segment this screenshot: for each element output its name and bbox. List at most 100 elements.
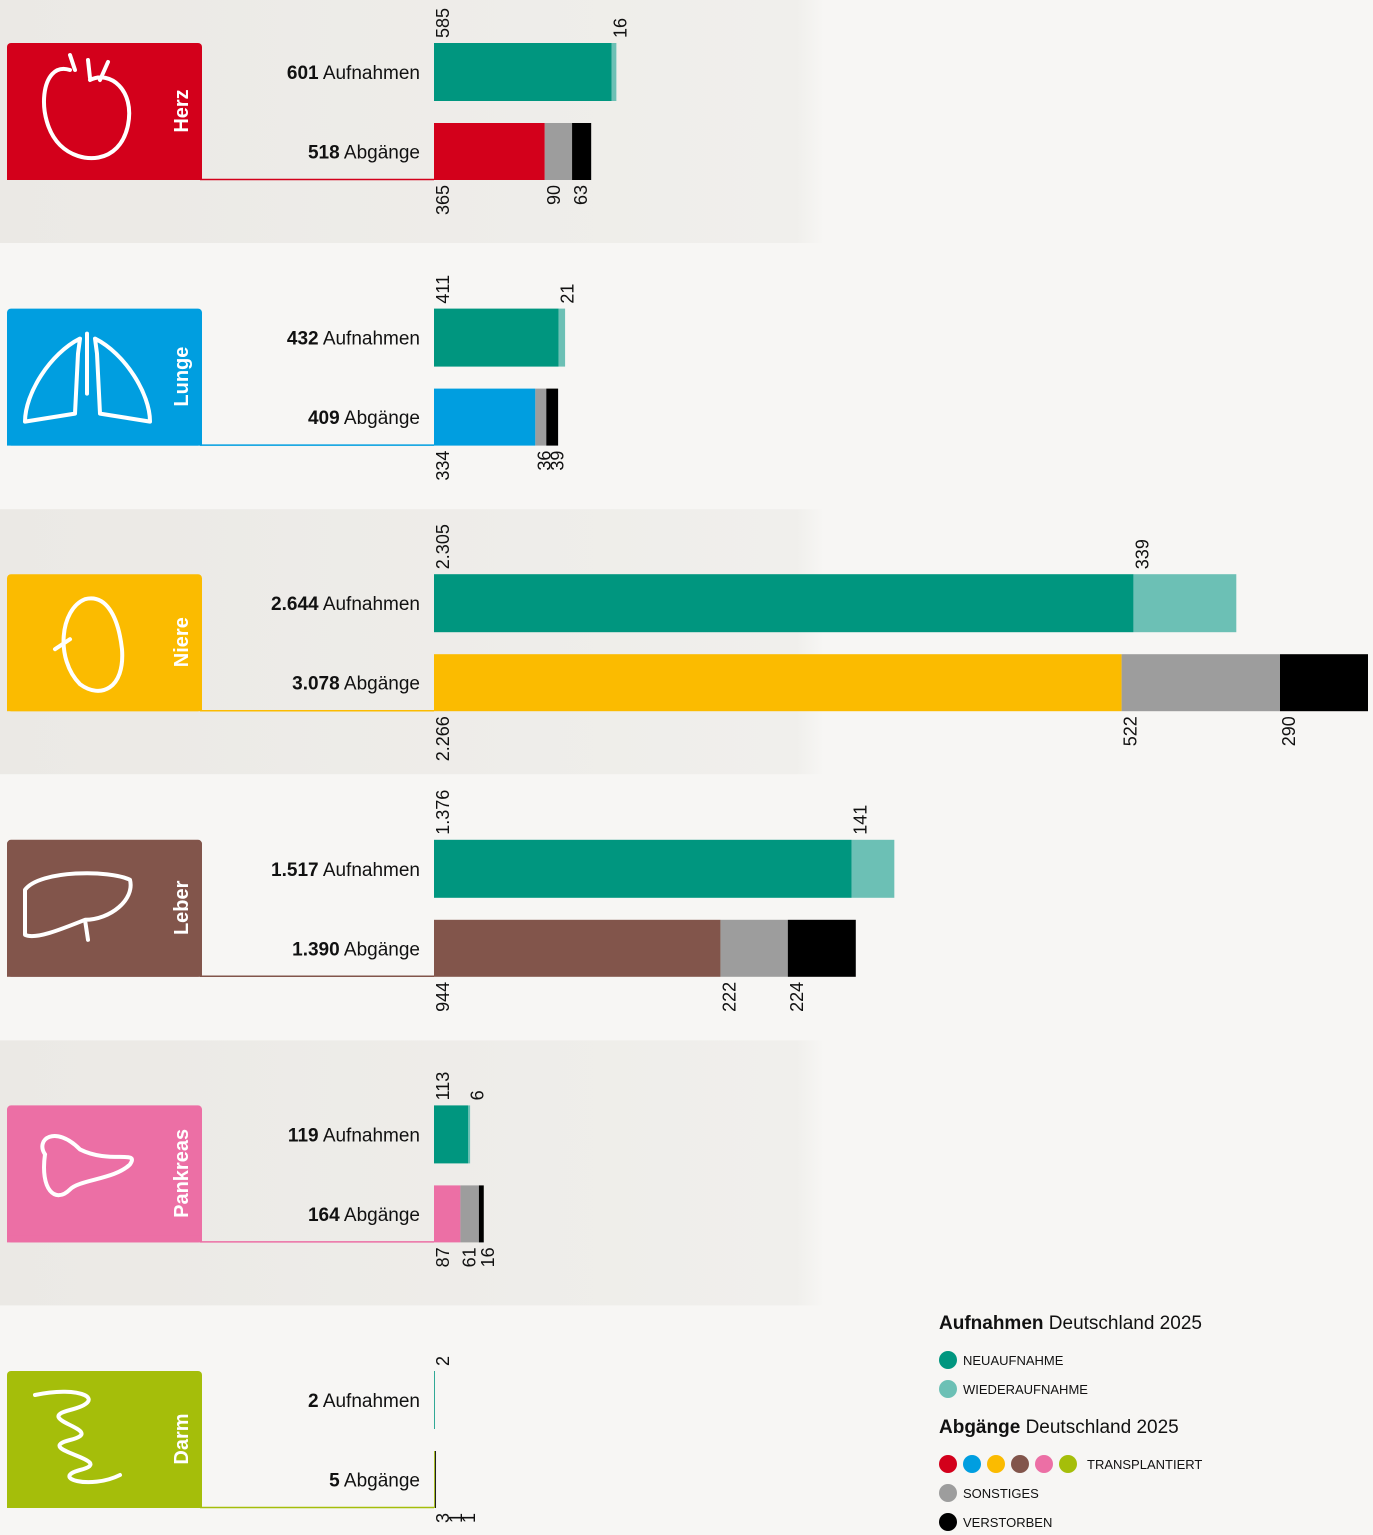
bar-segment (535, 388, 547, 446)
organ-panel (7, 1105, 202, 1243)
value-label: 222 (719, 982, 739, 1012)
legend-title-strong: Abgänge (939, 1417, 1020, 1438)
bar-segment (434, 839, 852, 898)
organ-name: Leber (171, 880, 193, 935)
legend-swatch (1011, 1455, 1029, 1473)
value-label: 3 (433, 1513, 453, 1523)
value-label: 585 (433, 8, 453, 38)
legend-item: WIEDERAUFNAHME (963, 1382, 1088, 1397)
value-label: 90 (544, 185, 564, 205)
organ-icon (23, 871, 133, 942)
value-label: 21 (558, 284, 578, 304)
bar-segment (468, 1105, 471, 1164)
legend-swatch (987, 1455, 1005, 1473)
organ-panel-foot (7, 1501, 202, 1508)
total-label: 5 Abgänge (329, 1471, 420, 1492)
row-band (0, 1040, 1373, 1306)
bar-segment (787, 919, 856, 977)
total-word: Abgänge (344, 143, 420, 164)
legend-item: TRANSPLANTIERT (1087, 1457, 1202, 1472)
legend-swatch (939, 1351, 957, 1369)
total-label: 2 Aufnahmen (308, 1391, 420, 1412)
bar-segment (434, 919, 721, 977)
organ-panel (7, 1371, 202, 1508)
legend-title-rest: Deutschland 2025 (1026, 1417, 1179, 1438)
value-label: 522 (1121, 716, 1141, 746)
total-value: 2 (308, 1391, 319, 1412)
legend-swatch (1035, 1455, 1053, 1473)
total-value: 409 (308, 408, 340, 429)
value-label: 365 (433, 185, 453, 215)
total-value: 164 (308, 1205, 340, 1226)
legend-title: Abgänge Deutschland 2025 (939, 1417, 1179, 1438)
organ-panel (7, 43, 202, 180)
total-value: 1.390 (292, 939, 340, 960)
organ-panel-foot (7, 1235, 202, 1243)
value-label: 1.376 (433, 790, 453, 835)
total-label: 164 Abgänge (308, 1205, 420, 1226)
total-label: 518 Abgänge (308, 143, 420, 164)
bar-segment (434, 308, 559, 367)
total-label: 3.078 Abgänge (292, 674, 420, 695)
total-word: Abgänge (344, 408, 420, 429)
total-label: 2.644 Aufnahmen (271, 594, 420, 615)
value-label: 61 (459, 1247, 479, 1267)
legend-swatch (1059, 1455, 1077, 1473)
total-value: 518 (308, 143, 340, 164)
organ-panel-foot (7, 969, 202, 977)
total-value: 3.078 (292, 674, 340, 695)
total-word: Abgänge (344, 939, 420, 960)
bar-segment (434, 1451, 435, 1508)
organ-name: Pankreas (171, 1129, 193, 1218)
organ-name: Herz (171, 89, 193, 132)
total-word: Aufnahmen (323, 1391, 420, 1412)
bar-segment (1121, 654, 1281, 712)
legend-swatch (939, 1484, 957, 1502)
bar-segment (434, 123, 545, 180)
value-label: 141 (851, 805, 871, 835)
bar-segment (1280, 654, 1368, 712)
legend-title-rest: Deutschland 2025 (1049, 1313, 1202, 1334)
organ-panel-foot (7, 438, 202, 446)
legend-title-strong: Aufnahmen (939, 1313, 1044, 1334)
bar-segment (572, 123, 592, 180)
organ-icon (33, 1389, 122, 1485)
legend-item: SONSTIGES (963, 1486, 1039, 1501)
value-label: 224 (787, 982, 807, 1012)
bar-segment (478, 1185, 484, 1243)
total-label: 601 Aufnahmen (287, 63, 420, 84)
bar-segment (544, 123, 573, 180)
bar-segment (434, 574, 1134, 633)
legend-swatch (963, 1455, 981, 1473)
legend-swatch (939, 1380, 957, 1398)
organ-icon (53, 596, 125, 693)
total-value: 5 (329, 1471, 340, 1492)
value-label: 16 (611, 18, 631, 38)
value-label: 113 (433, 1072, 453, 1101)
total-label: 432 Aufnahmen (287, 329, 420, 350)
row-band (0, 0, 1373, 243)
bar-segment (434, 43, 612, 101)
organ-panel-foot (7, 173, 202, 180)
total-word: Aufnahmen (323, 860, 420, 881)
total-label: 1.390 Abgänge (292, 939, 420, 960)
value-label: 2 (433, 1356, 453, 1366)
organ-panel (7, 308, 202, 446)
total-label: 409 Abgänge (308, 408, 420, 429)
organ-name: Niere (171, 617, 193, 667)
organ-name: Lunge (171, 347, 193, 407)
total-value: 432 (287, 329, 319, 350)
bar-segment (434, 654, 1122, 712)
value-label: 1 (446, 1513, 466, 1523)
total-label: 1.517 Aufnahmen (271, 860, 420, 881)
total-word: Aufnahmen (323, 1125, 420, 1146)
organ-name: Darm (171, 1413, 193, 1464)
value-label: 6 (467, 1090, 487, 1100)
bar-segment (1133, 574, 1237, 633)
legend-item: VERSTORBEN (963, 1515, 1052, 1530)
total-value: 2.644 (271, 594, 319, 615)
organ-icon (42, 53, 132, 160)
bar-segment (558, 308, 566, 367)
legend-title: Aufnahmen Deutschland 2025 (939, 1313, 1202, 1334)
